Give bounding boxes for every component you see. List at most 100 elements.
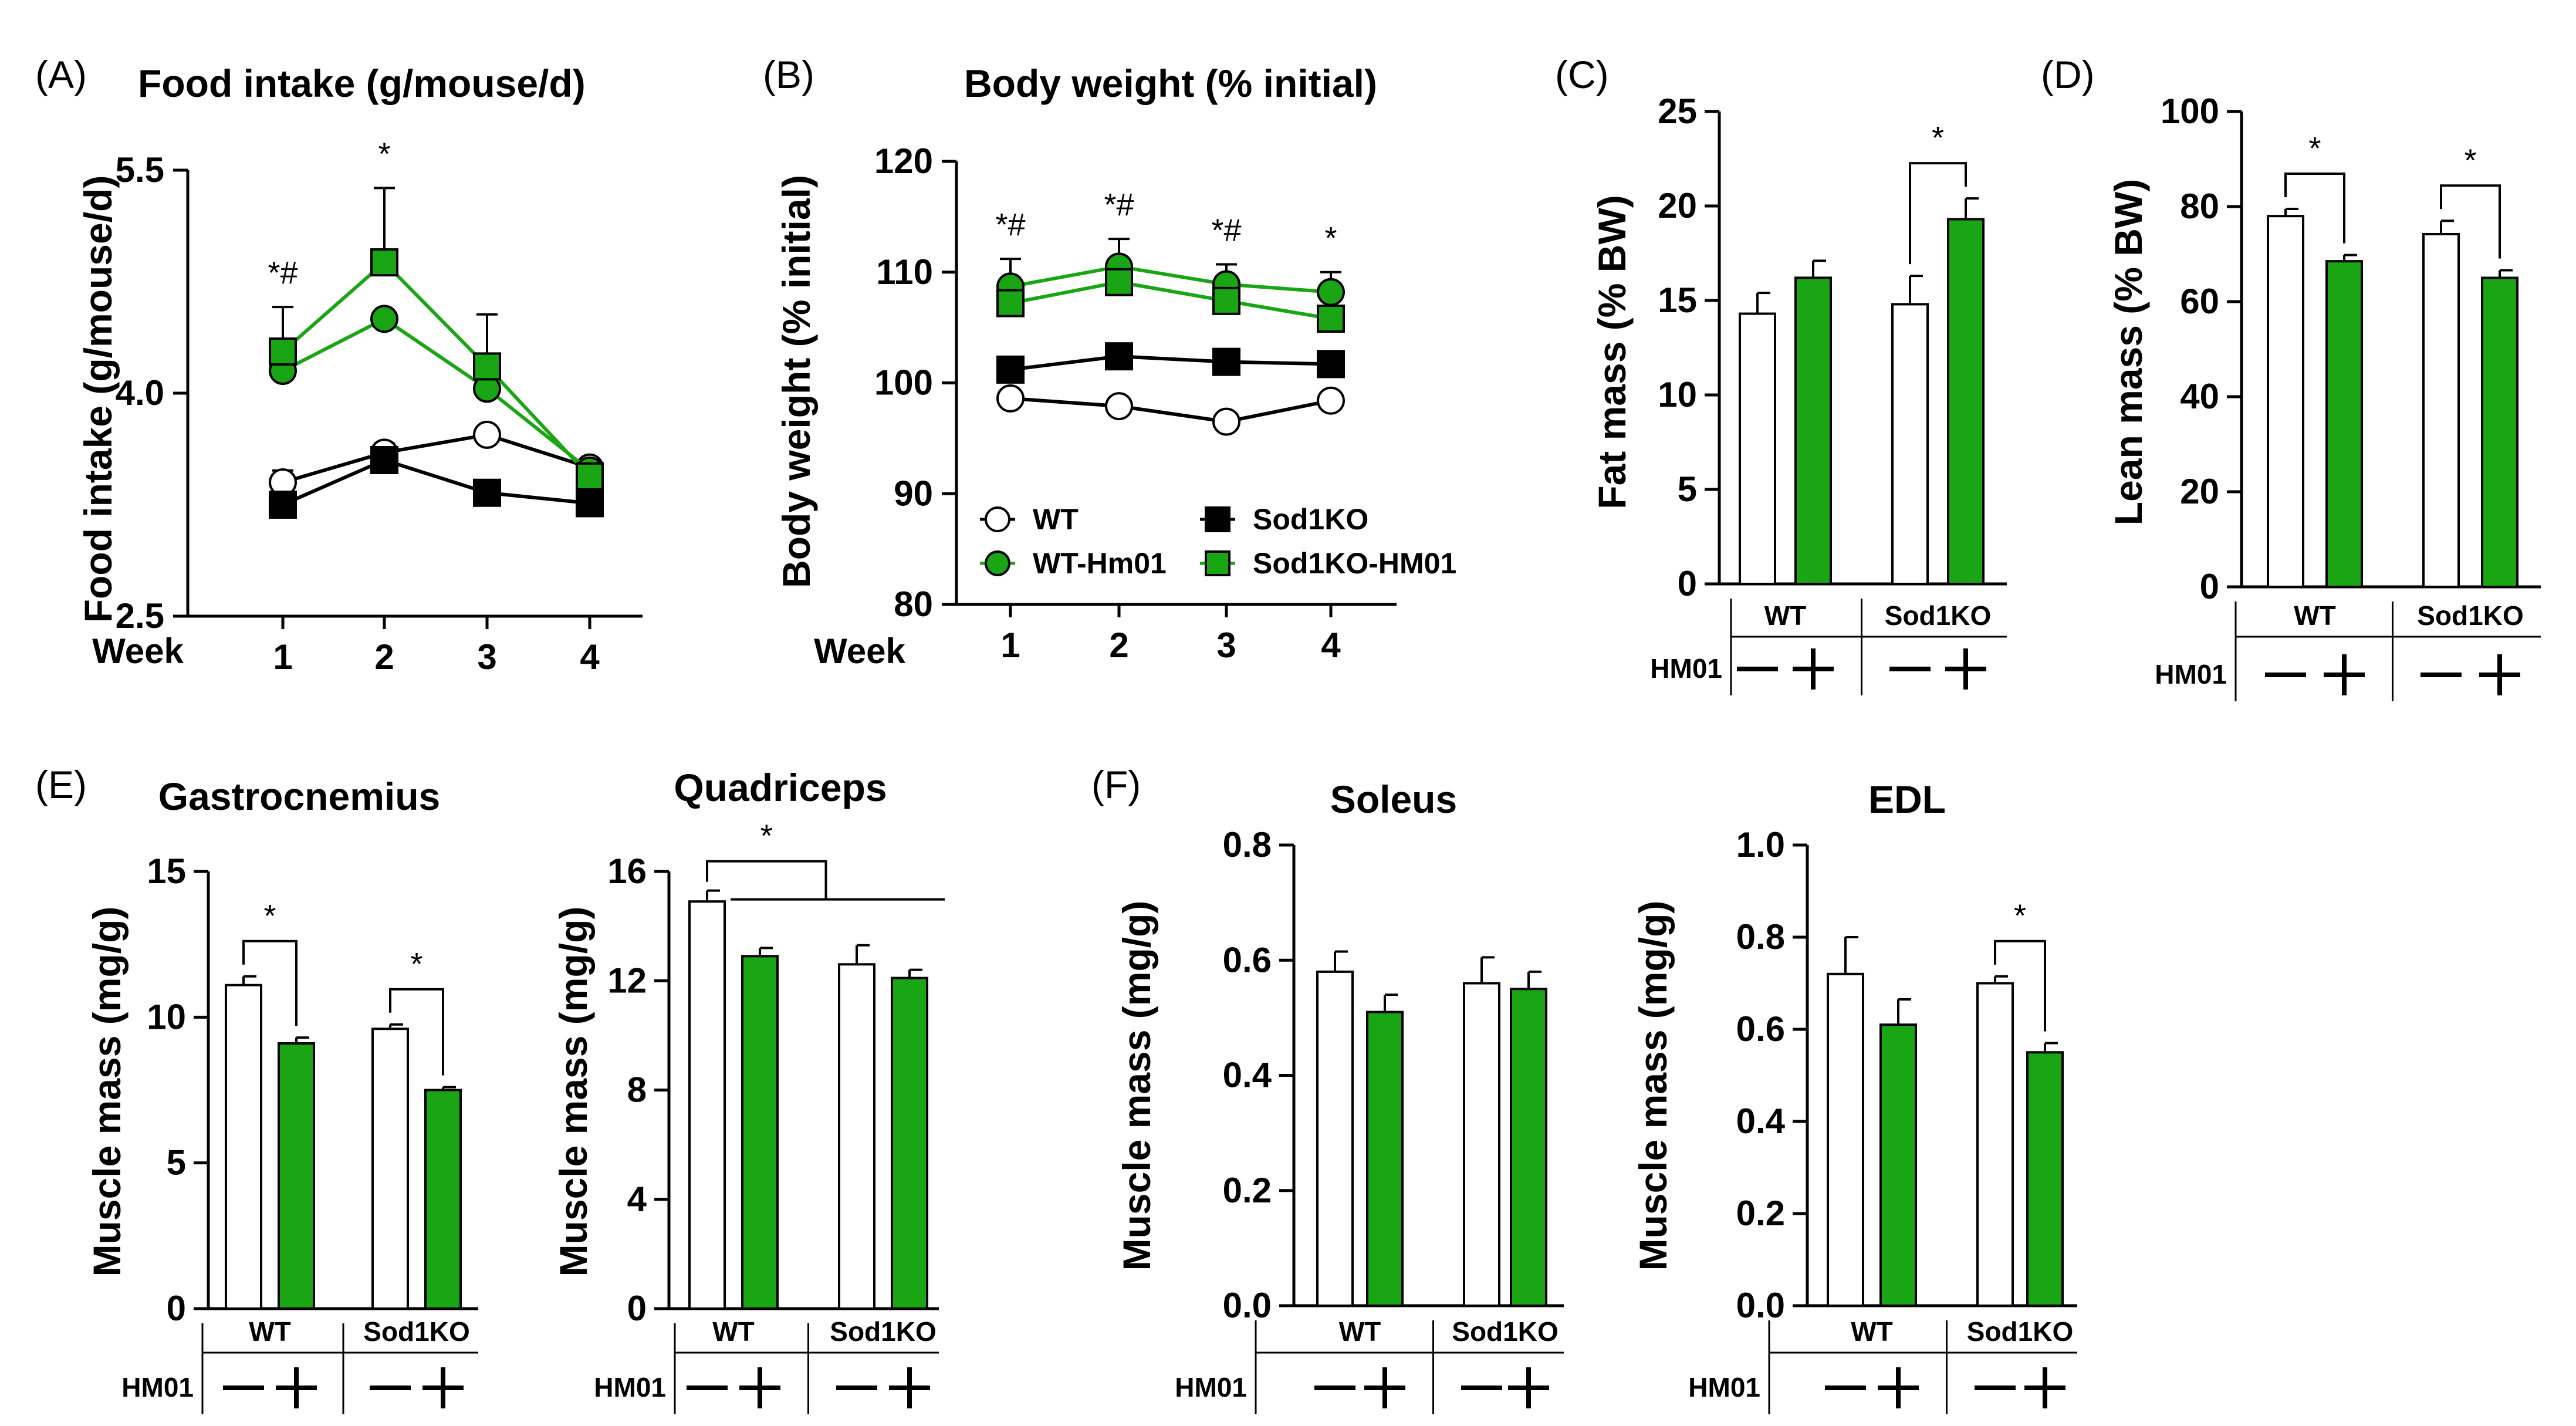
significance-bracket (1909, 162, 1967, 265)
x-tick-label: 4 (580, 637, 600, 677)
y-axis-label: Muscle mass (mg/g) (85, 907, 129, 1277)
y-tick-label: 0.8 (1736, 917, 1785, 957)
y-tick-label: 0 (2200, 567, 2219, 606)
chart-title: Body weight (% initial) (964, 62, 1377, 105)
bar-hm01-Sod1KO (891, 976, 928, 1310)
bar-control-WT (1827, 972, 1864, 1307)
bar-control-WT (2267, 215, 2304, 588)
data-point-Sod1KO-HM01 (1212, 286, 1240, 315)
group-label-Sod1KO: Sod1KO (1967, 1316, 2073, 1347)
significance-mark: *# (1104, 187, 1134, 222)
data-point-Sod1KO-HM01 (1317, 305, 1345, 333)
legend-marker (1205, 550, 1230, 576)
series-line-Sod1KO (1010, 354, 1331, 371)
bar-control-WT (225, 984, 262, 1310)
y-tick-label: 90 (894, 474, 933, 513)
y-tick-label: 120 (874, 141, 933, 181)
group-label-WT: WT (249, 1316, 291, 1347)
hm01-label: HM01 (1650, 653, 1722, 684)
significance-mark: * (410, 947, 422, 982)
legend-label: Sod1KO (1253, 503, 1368, 536)
y-tick-label: 15 (147, 851, 186, 891)
bar-hm01-Sod1KO (2026, 1051, 2064, 1307)
chart-title: Food intake (g/mouse/d) (138, 62, 586, 105)
panel-label: (F) (1091, 763, 1141, 806)
legend-label: WT (1033, 503, 1079, 536)
bar-control-WT (688, 900, 726, 1310)
hm01-label: HM01 (1688, 1372, 1760, 1403)
y-tick-label: 1.0 (1736, 825, 1785, 864)
data-point-Sod1KO (473, 478, 501, 507)
x-tick-label: 3 (1216, 626, 1236, 665)
y-tick-label: 100 (2161, 92, 2219, 131)
hm01-label: HM01 (594, 1372, 666, 1403)
group-label-WT: WT (1339, 1316, 1381, 1347)
data-point-Sod1KO-HM01 (996, 289, 1025, 317)
data-point-Sod1KO (996, 355, 1025, 384)
series-line-WT (1010, 396, 1331, 424)
hm01-label: HM01 (1175, 1372, 1247, 1403)
data-point-Sod1KO-HM01 (576, 462, 604, 491)
panel-label: (E) (35, 763, 87, 806)
y-tick-label: 8 (627, 1070, 647, 1110)
y-tick-label: 2.5 (116, 596, 164, 636)
y-tick-label: 0.6 (1223, 940, 1272, 979)
legend-marker (1205, 506, 1230, 532)
data-point-Sod1KO (370, 446, 398, 474)
y-tick-label: 80 (894, 584, 933, 624)
y-tick-label: 0 (1678, 564, 1697, 603)
bar-control-WT (1739, 312, 1776, 585)
y-tick-label: 15 (1658, 281, 1697, 320)
y-axis-label: Lean mass (% BW) (2107, 179, 2150, 525)
chart-title: Soleus (1330, 778, 1457, 821)
significance-mark: * (2014, 898, 2026, 934)
bar-control-Sod1KO (1891, 303, 1929, 585)
group-label-Sod1KO: Sod1KO (2417, 600, 2523, 631)
y-tick-label: 80 (2180, 187, 2219, 226)
bar-hm01-WT (2325, 260, 2363, 588)
y-axis-label: Food intake (g/mouse/d) (76, 175, 120, 623)
data-point-WT-Hm01 (1317, 278, 1345, 306)
legend-marker (985, 506, 1010, 532)
bar-control-Sod1KO (838, 963, 875, 1310)
x-tick-label: 2 (1109, 626, 1128, 665)
bar-control-Sod1KO (1976, 982, 2014, 1307)
significance-bracket (2440, 184, 2501, 259)
data-point-Sod1KO-HM01 (269, 337, 297, 366)
bar-hm01-WT (1794, 276, 1832, 585)
y-tick-label: 5.5 (116, 150, 164, 190)
y-tick-label: 12 (607, 961, 647, 1000)
y-tick-label: 0.2 (1736, 1194, 1785, 1233)
bar-control-Sod1KO (2422, 232, 2460, 589)
y-tick-label: 40 (2180, 377, 2219, 416)
y-axis-label: Fat mass (% BW) (1590, 195, 1634, 509)
bar-hm01-Sod1KO (424, 1089, 462, 1310)
x-tick-label: 3 (477, 637, 496, 677)
significance-mark: * (1324, 221, 1337, 256)
bar-control-WT (1316, 970, 1354, 1307)
legend-label: Sod1KO-HM01 (1253, 547, 1456, 580)
bar-hm01-Sod1KO (1947, 218, 1985, 586)
significance-bracket (389, 988, 444, 1076)
data-point-Sod1KO-HM01 (473, 352, 501, 381)
series-line-Sod1KO (282, 458, 590, 506)
series-line-WT-Hm01 (1010, 265, 1331, 294)
data-point-Sod1KO-HM01 (370, 248, 398, 277)
data-point-WT (1317, 386, 1345, 415)
x-tick-label: 1 (1000, 626, 1020, 665)
y-tick-label: 4 (627, 1180, 647, 1219)
x-axis-label: Week (92, 631, 184, 671)
y-tick-label: 0 (167, 1289, 186, 1328)
significance-bracket (2284, 173, 2345, 244)
x-tick-label: 4 (1321, 626, 1341, 665)
y-tick-label: 20 (2180, 472, 2219, 511)
data-point-Sod1KO (576, 489, 604, 518)
y-tick-label: 0.4 (1736, 1101, 1786, 1141)
data-point-WT (1212, 407, 1240, 436)
significance-mark: * (2464, 143, 2476, 178)
bar-hm01-WT (278, 1042, 315, 1310)
data-point-WT (996, 384, 1025, 413)
significance-mark: *# (1211, 213, 1241, 248)
y-tick-label: 5 (1678, 469, 1697, 509)
significance-mark: * (263, 898, 276, 934)
